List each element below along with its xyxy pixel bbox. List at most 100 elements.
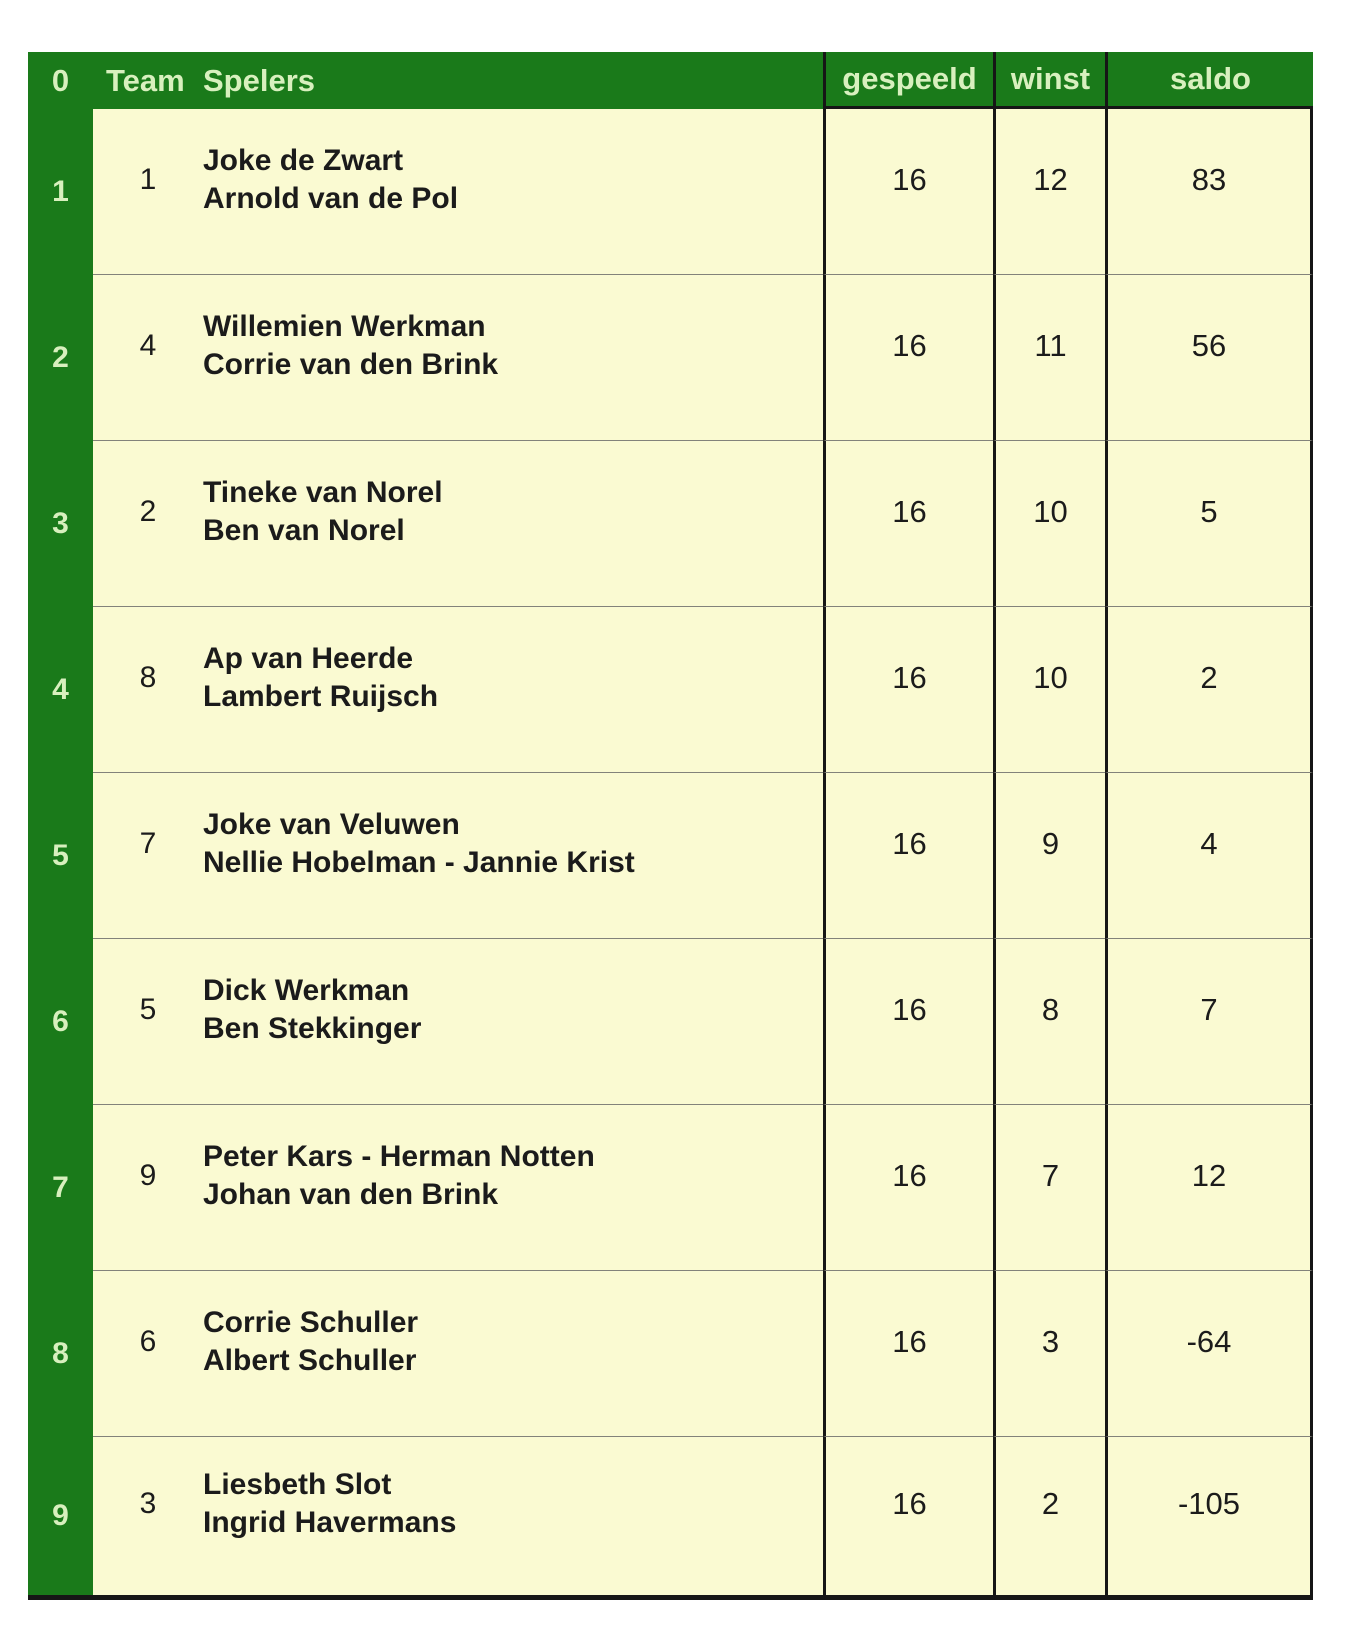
- team-number: 7: [139, 826, 157, 860]
- player-name-1: Dick Werkman: [203, 973, 410, 1007]
- gespeeld-cell: 16: [823, 1105, 993, 1271]
- rank-cell: 6: [28, 939, 93, 1105]
- saldo-cell: 4: [1105, 773, 1313, 939]
- player-names: Peter Kars - Herman Notten Johan van den…: [203, 1138, 595, 1214]
- winst-cell: 3: [993, 1271, 1105, 1437]
- gespeeld-cell: 16: [823, 1437, 993, 1595]
- players-cell: 3 Liesbeth Slot Ingrid Havermans: [93, 1437, 823, 1595]
- player-name-2: Lambert Ruijsch: [203, 679, 439, 713]
- winst-cell: 2: [993, 1437, 1105, 1595]
- player-names: Dick Werkman Ben Stekkinger: [203, 972, 421, 1048]
- player-name-1: Peter Kars - Herman Notten: [203, 1139, 595, 1173]
- player-name-1: Liesbeth Slot: [203, 1468, 392, 1501]
- player-name-2: Corrie van den Brink: [203, 347, 499, 381]
- header-spelers-label: Spelers: [203, 62, 316, 98]
- winst-cell: 10: [993, 441, 1105, 607]
- rank-cell: 1: [28, 109, 93, 275]
- player-name-2: Johan van den Brink: [203, 1177, 499, 1211]
- table-row: 1 1 Joke de Zwart Arnold van de Pol 16 1…: [28, 109, 1313, 275]
- players-cell: 9 Peter Kars - Herman Notten Johan van d…: [93, 1105, 823, 1271]
- saldo-cell: 2: [1105, 607, 1313, 773]
- player-name-2: Ben Stekkinger: [203, 1011, 422, 1045]
- gespeeld-cell: 16: [823, 109, 993, 275]
- winst-cell: 12: [993, 109, 1105, 275]
- player-names: Corrie Schuller Albert Schuller: [203, 1304, 418, 1380]
- team-number: 1: [139, 162, 157, 196]
- table-row: 3 2 Tineke van Norel Ben van Norel 16 10…: [28, 441, 1313, 607]
- winst-cell: 10: [993, 607, 1105, 773]
- player-name-2: Albert Schuller: [203, 1343, 417, 1377]
- player-name-2: Nellie Hobelman - Jannie Krist: [203, 845, 635, 879]
- header-saldo: saldo: [1105, 52, 1313, 109]
- header-winst: winst: [993, 52, 1105, 109]
- team-number: 5: [139, 992, 157, 1026]
- saldo-cell: 12: [1105, 1105, 1313, 1271]
- players-cell: 8 Ap van Heerde Lambert Ruijsch: [93, 607, 823, 773]
- player-names: Liesbeth Slot Ingrid Havermans: [203, 1466, 456, 1542]
- team-number: 2: [139, 494, 157, 528]
- player-name-2: Ben van Norel: [203, 513, 405, 547]
- saldo-cell: 5: [1105, 441, 1313, 607]
- winst-cell: 9: [993, 773, 1105, 939]
- winst-cell: 8: [993, 939, 1105, 1105]
- team-number: 9: [139, 1158, 157, 1192]
- header-rank: 0: [28, 52, 93, 109]
- gespeeld-cell: 16: [823, 773, 993, 939]
- header-team-spelers: Team Spelers: [93, 52, 823, 109]
- rank-cell: 9: [28, 1437, 93, 1595]
- players-cell: 6 Corrie Schuller Albert Schuller: [93, 1271, 823, 1437]
- player-name-1: Joke de Zwart: [203, 143, 404, 177]
- gespeeld-cell: 16: [823, 1271, 993, 1437]
- player-name-1: Ap van Heerde: [203, 641, 414, 675]
- header-gespeeld: gespeeld: [823, 52, 993, 109]
- saldo-cell: 7: [1105, 939, 1313, 1105]
- table-header-row: 0 Team Spelers gespeeld winst saldo: [28, 52, 1313, 109]
- players-cell: 2 Tineke van Norel Ben van Norel: [93, 441, 823, 607]
- saldo-cell: 56: [1105, 275, 1313, 441]
- table-row: 6 5 Dick Werkman Ben Stekkinger 16 8 7: [28, 939, 1313, 1105]
- player-name-1: Corrie Schuller: [203, 1305, 419, 1339]
- table-row: 7 9 Peter Kars - Herman Notten Johan van…: [28, 1105, 1313, 1271]
- team-number: 8: [139, 660, 157, 694]
- player-names: Willemien Werkman Corrie van den Brink: [203, 308, 498, 384]
- saldo-cell: -64: [1105, 1271, 1313, 1437]
- rank-cell: 7: [28, 1105, 93, 1271]
- saldo-cell: 83: [1105, 109, 1313, 275]
- player-name-1: Tineke van Norel: [203, 475, 443, 509]
- rank-cell: 3: [28, 441, 93, 607]
- rank-cell: 4: [28, 607, 93, 773]
- player-names: Joke de Zwart Arnold van de Pol: [203, 142, 458, 218]
- gespeeld-cell: 16: [823, 939, 993, 1105]
- table-row: 8 6 Corrie Schuller Albert Schuller 16 3…: [28, 1271, 1313, 1437]
- saldo-cell: -105: [1105, 1437, 1313, 1595]
- rank-cell: 5: [28, 773, 93, 939]
- table-row: 5 7 Joke van Veluwen Nellie Hobelman - J…: [28, 773, 1313, 939]
- team-number: 6: [139, 1324, 157, 1358]
- team-number: 3: [139, 1487, 157, 1520]
- player-names: Tineke van Norel Ben van Norel: [203, 474, 443, 550]
- standings-table: 0 Team Spelers gespeeld winst saldo 1 1 …: [28, 52, 1313, 1600]
- players-cell: 7 Joke van Veluwen Nellie Hobelman - Jan…: [93, 773, 823, 939]
- rank-cell: 2: [28, 275, 93, 441]
- header-team-label: Team: [106, 62, 185, 98]
- gespeeld-cell: 16: [823, 275, 993, 441]
- winst-cell: 7: [993, 1105, 1105, 1271]
- winst-cell: 11: [993, 275, 1105, 441]
- gespeeld-cell: 16: [823, 607, 993, 773]
- gespeeld-cell: 16: [823, 441, 993, 607]
- player-name-1: Joke van Veluwen: [203, 807, 460, 841]
- team-number: 4: [139, 328, 157, 362]
- players-cell: 1 Joke de Zwart Arnold van de Pol: [93, 109, 823, 275]
- players-cell: 5 Dick Werkman Ben Stekkinger: [93, 939, 823, 1105]
- player-names: Ap van Heerde Lambert Ruijsch: [203, 640, 438, 716]
- player-name-2: Ingrid Havermans: [203, 1506, 457, 1539]
- player-names: Joke van Veluwen Nellie Hobelman - Janni…: [203, 806, 635, 882]
- table-row: 9 3 Liesbeth Slot Ingrid Havermans 16 2 …: [28, 1437, 1313, 1595]
- players-cell: 4 Willemien Werkman Corrie van den Brink: [93, 275, 823, 441]
- rank-cell: 8: [28, 1271, 93, 1437]
- table-row: 2 4 Willemien Werkman Corrie van den Bri…: [28, 275, 1313, 441]
- player-name-2: Arnold van de Pol: [203, 181, 459, 215]
- player-name-1: Willemien Werkman: [203, 309, 486, 343]
- table-row: 4 8 Ap van Heerde Lambert Ruijsch 16 10 …: [28, 607, 1313, 773]
